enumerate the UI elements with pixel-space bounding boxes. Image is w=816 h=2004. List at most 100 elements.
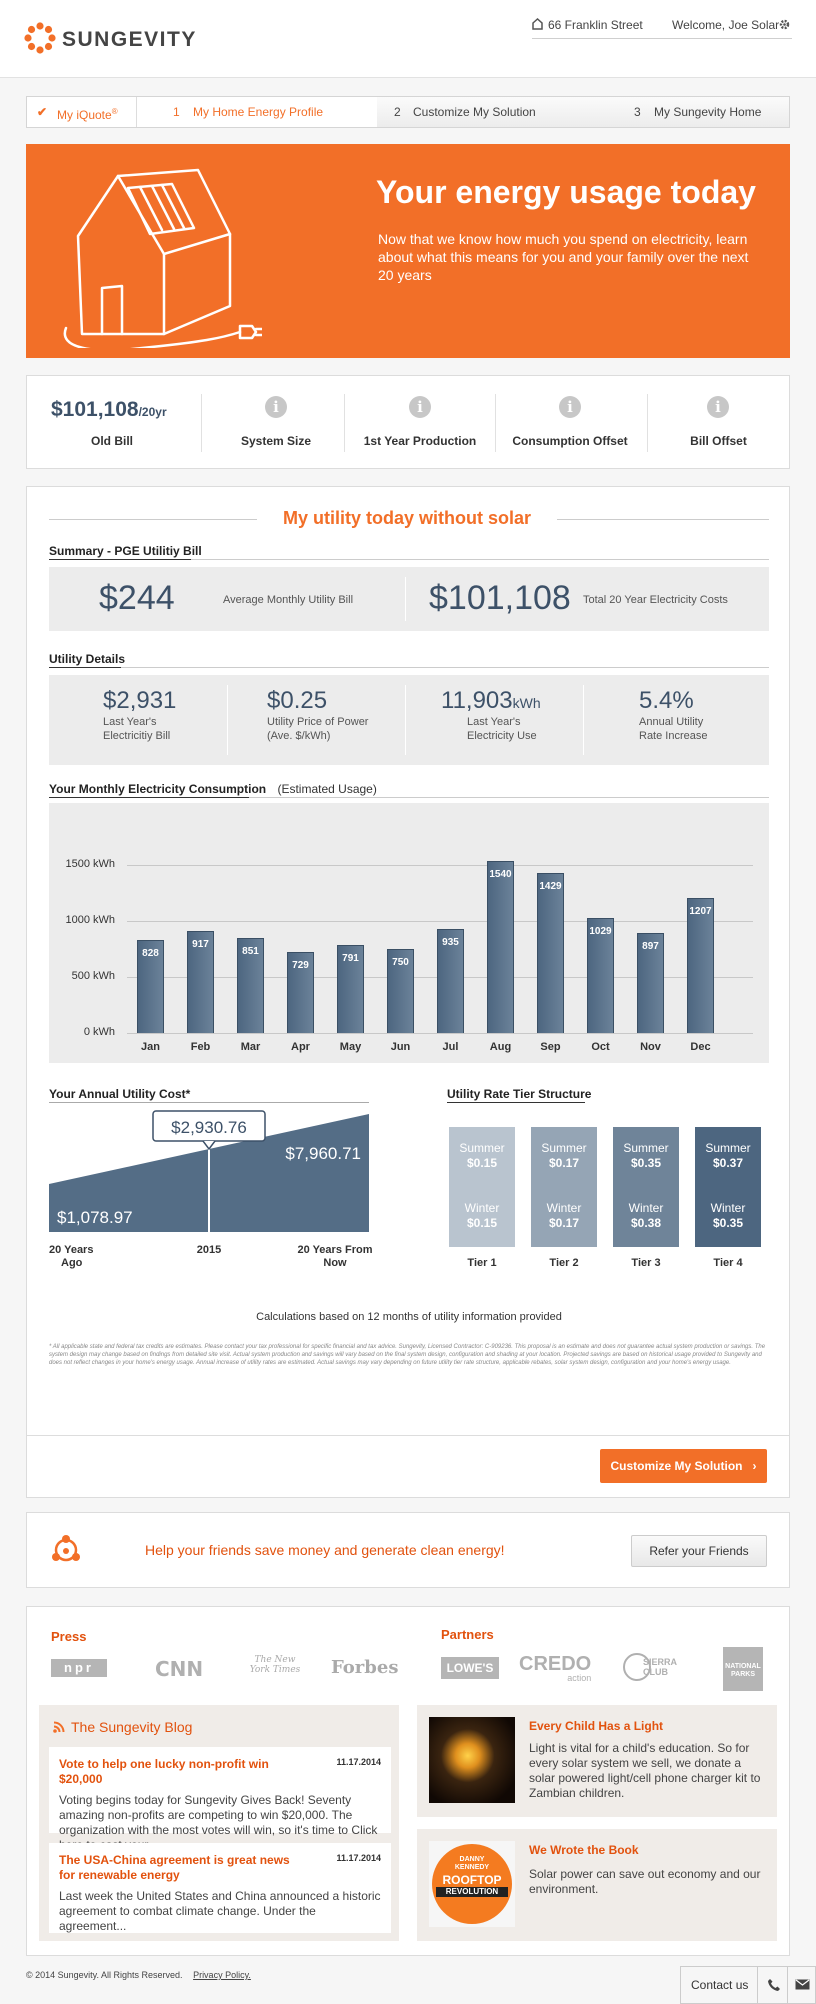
summer-rate: $0.35 — [630, 1156, 662, 1170]
monthly-consumption-chart: 0 kWh 500 kWh 1000 kWh 1500 kWh 828 Jan 917 Feb… — [49, 803, 769, 1063]
price-of-power: $0.25 Utility Price of Power (Ave. $/kWh… — [267, 687, 377, 743]
blog-post-title[interactable]: The USA-China agreement is great news fo… — [59, 1853, 290, 1882]
feature-child-light[interactable]: Every Child Has a Light Light is vital f… — [417, 1705, 777, 1817]
x-tick-label: Ago — [61, 1257, 83, 1269]
bar-value-label: 851 — [242, 945, 259, 957]
hero-banner: Your energy usage today Now that we know… — [26, 144, 790, 358]
phone-icon[interactable] — [767, 1978, 781, 1992]
divider — [495, 394, 496, 452]
production-label: 1st Year Production — [363, 434, 477, 448]
nyt-logo[interactable]: The New York Times — [249, 1655, 301, 1675]
callout-pointer — [202, 1140, 216, 1151]
press-partners-blog: Press npr CNN The New York Times Forbes … — [26, 1606, 790, 1956]
info-icon[interactable]: i — [559, 396, 581, 418]
consumption-note: (Estimated Usage) — [277, 782, 377, 796]
email-icon[interactable] — [795, 1979, 810, 1990]
blog-post[interactable]: Vote to help one lucky non-profit win $2… — [49, 1747, 391, 1852]
step-number: 1 — [173, 105, 180, 119]
blog-post[interactable]: The USA-China agreement is great news fo… — [49, 1843, 391, 1933]
sierra-club-logo[interactable]: SIERRA CLUB — [623, 1649, 677, 1689]
bar-dec — [687, 898, 714, 1033]
total-20yr-value: $101,108 — [429, 579, 571, 617]
forbes-logo[interactable]: Forbes — [331, 1657, 399, 1678]
start-cost-label: $1,078.97 — [57, 1208, 133, 1227]
house-plug-illustration — [63, 168, 262, 348]
divider — [757, 1967, 758, 2003]
bill-summary-panel: $244 Average Monthly Utility Bill $101,1… — [49, 567, 769, 631]
step-customize[interactable]: 2 Customize My Solution — [377, 97, 582, 127]
cnn-logo[interactable]: CNN — [155, 1657, 204, 1681]
home-icon — [532, 18, 543, 30]
divider — [201, 394, 202, 452]
site-header: SUNGEVITY 66 Franklin Street Welcome, Jo… — [0, 0, 816, 78]
utility-details-panel: $2,931 Last Year's Electricitiy Bill $0.… — [49, 675, 769, 765]
info-icon[interactable]: i — [409, 396, 431, 418]
sierra-club-text: SIERRA CLUB — [643, 1657, 677, 1677]
feature-book[interactable]: DANNY KENNEDY ROOFTOP REVOLUTION We Wrot… — [417, 1829, 777, 1941]
contact-us-link[interactable]: Contact us — [691, 1978, 749, 1992]
x-tick-label: Sep — [540, 1041, 561, 1053]
electricity-use-label: Last Year's Electricity Use — [467, 716, 537, 742]
npr-logo[interactable]: npr — [51, 1659, 107, 1677]
x-tick-label: Jul — [442, 1041, 459, 1053]
customize-label: Customize My Solution — [610, 1459, 743, 1473]
book-cover: DANNY KENNEDY ROOFTOP REVOLUTION — [429, 1841, 515, 1927]
tier-1-column: Summer $0.15 Winter $0.15 — [449, 1127, 515, 1247]
press-title: Press — [51, 1629, 87, 1644]
bar-value-label: 897 — [642, 940, 659, 952]
info-icon[interactable]: i — [265, 396, 287, 418]
feature-title[interactable]: Every Child Has a Light — [529, 1719, 664, 1733]
bar-value-label: 935 — [442, 936, 459, 948]
consumption-heading: Your Monthly Electricity Consumption (Es… — [49, 782, 377, 796]
bar-value-label: 1429 — [539, 881, 562, 893]
x-tick-label: Apr — [291, 1041, 310, 1053]
feature-title[interactable]: We Wrote the Book — [529, 1843, 639, 1857]
blog-post-date: 11.17.2014 — [336, 1853, 381, 1863]
x-tick-label: Oct — [591, 1041, 610, 1053]
feature-text: Solar power can save out economy and our… — [529, 1867, 761, 1896]
customize-solution-button[interactable]: Customize My Solution › — [600, 1449, 767, 1483]
step-home-energy[interactable]: 1 My Home Energy Profile — [137, 97, 377, 127]
heading-underline — [49, 559, 191, 560]
blog-post-title[interactable]: Vote to help one lucky non-profit win $2… — [59, 1757, 269, 1786]
credo-logo[interactable]: CREDO action — [519, 1653, 591, 1683]
rate-increase-value: 5.4% — [639, 687, 694, 714]
contact-bar: Contact us — [680, 1966, 816, 2004]
tier-2-column: Summer $0.17 Winter $0.17 — [531, 1127, 597, 1247]
x-tick-label: Jun — [390, 1041, 411, 1053]
national-parks-logo[interactable]: NATIONAL PARKS — [723, 1647, 763, 1691]
bar-value-label: 729 — [292, 959, 309, 971]
share-icon — [52, 1535, 80, 1562]
step-sungevity-home[interactable]: 3 My Sungevity Home — [582, 97, 789, 127]
gear-icon[interactable] — [778, 18, 791, 31]
tier-structure: Summer $0.15 Winter $0.15 Tier 1 Summer $0.17 W… — [447, 1127, 787, 1277]
divider — [405, 685, 406, 755]
info-icon[interactable]: i — [707, 396, 729, 418]
winter-label: Winter — [628, 1201, 664, 1215]
step-number: 3 — [634, 105, 641, 119]
system-size-cell: i System Size — [202, 376, 350, 470]
brand-name[interactable]: SUNGEVITY — [62, 28, 197, 51]
privacy-link[interactable]: Privacy Policy. — [193, 1970, 251, 1980]
summer-label: Summer — [705, 1141, 751, 1155]
bar-apr — [287, 951, 314, 1033]
summer-label: Summer — [459, 1141, 505, 1155]
book-title-line1: ROOFTOP — [442, 1873, 502, 1887]
x-tick-label: Mar — [240, 1041, 261, 1053]
heading-underline — [49, 667, 121, 668]
credo-sub: action — [567, 1673, 592, 1683]
first-year-production-cell: i 1st Year Production — [345, 376, 495, 470]
welcome-user[interactable]: Welcome, Joe Solar — [672, 18, 780, 32]
refer-friends-button[interactable]: Refer your Friends — [631, 1535, 767, 1567]
price-of-power-value: $0.25 — [267, 687, 328, 714]
y-tick-label: 1000 kWh — [65, 914, 115, 927]
partners-title: Partners — [441, 1627, 494, 1642]
sungevity-logo-icon[interactable] — [24, 22, 56, 54]
y-tick-label: 1500 kWh — [65, 858, 115, 871]
electricity-use-value: 11,903 — [441, 687, 513, 714]
rss-icon[interactable] — [53, 1721, 65, 1733]
step-iquote[interactable]: ✔ My iQuote® — [27, 97, 137, 127]
consumption-offset-label: Consumption Offset — [512, 434, 628, 448]
address-link[interactable]: 66 Franklin Street — [548, 18, 643, 32]
lowes-logo[interactable]: LOWE'S — [441, 1657, 499, 1679]
